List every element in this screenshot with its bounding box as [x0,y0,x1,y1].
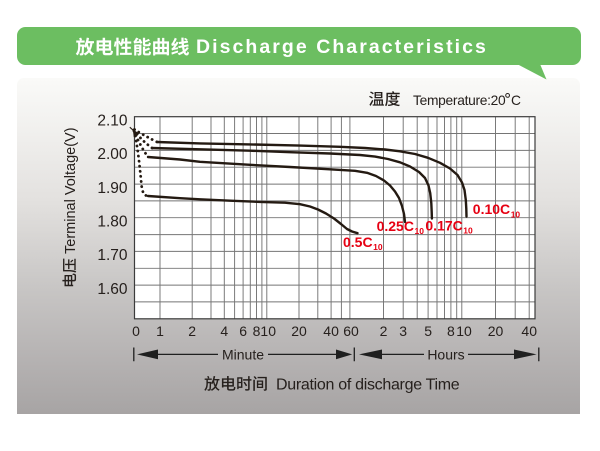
svg-text:8: 8 [447,323,455,339]
svg-text:10: 10 [373,242,383,252]
svg-text:2.00: 2.00 [97,146,128,163]
svg-text:20: 20 [291,323,307,339]
svg-text:1.80: 1.80 [97,214,128,231]
svg-text:5: 5 [424,323,432,339]
svg-text:8: 8 [253,323,261,339]
svg-text:Temperature:20: Temperature:20 [413,93,506,108]
svg-text:3: 3 [399,323,407,339]
svg-text:4: 4 [220,323,228,339]
svg-text:Duration of discharge Time: Duration of discharge Time [276,377,460,394]
svg-text:Discharge Characteristics: Discharge Characteristics [196,36,488,58]
svg-text:40: 40 [323,323,339,339]
svg-text:Hours: Hours [427,346,464,362]
svg-text:2: 2 [380,323,388,339]
svg-text:1.60: 1.60 [97,281,128,298]
svg-text:10: 10 [415,226,425,236]
svg-text:2.10: 2.10 [97,113,128,130]
svg-text:10: 10 [456,323,472,339]
svg-text:2: 2 [188,323,196,339]
svg-text:10: 10 [511,209,521,219]
svg-text:C: C [511,93,521,108]
svg-text:0.10C: 0.10C [473,201,510,217]
svg-text:Terminal Voltage(V): Terminal Voltage(V) [63,127,79,254]
svg-text:0.25C: 0.25C [377,218,414,234]
svg-text:60: 60 [343,323,359,339]
svg-text:40: 40 [521,323,537,339]
svg-text:10: 10 [260,323,276,339]
svg-text:0: 0 [132,323,140,339]
svg-text:Minute: Minute [222,346,264,362]
svg-text:10: 10 [463,226,473,236]
svg-text:0.5C: 0.5C [343,234,373,250]
svg-text:1: 1 [156,323,164,339]
svg-text:1.90: 1.90 [97,180,128,197]
svg-text:6: 6 [239,323,247,339]
svg-text:20: 20 [488,323,504,339]
svg-text:1.70: 1.70 [97,247,128,264]
svg-text:0.17C: 0.17C [425,218,462,234]
